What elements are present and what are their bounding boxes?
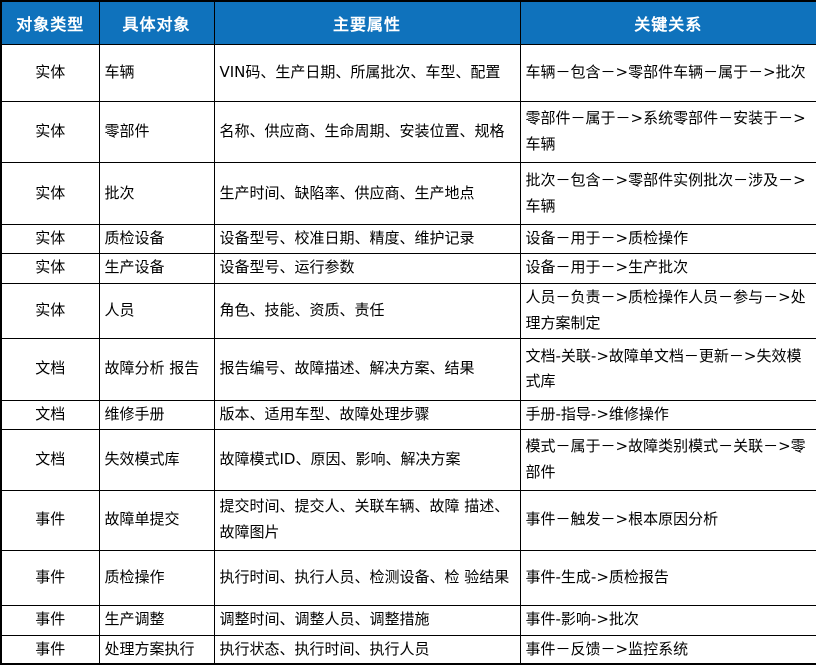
cell-key-relations: 事件－触发－>根本原因分析 bbox=[519, 489, 816, 551]
cell-key-relations: 文档-关联->故障单文档－更新－>失效模式库 bbox=[519, 337, 816, 401]
cell-specific-object: 生产设备 bbox=[98, 252, 215, 284]
cell-specific-object: 批次 bbox=[98, 162, 215, 225]
cell-key-relations: 设备－用于－>生产批次 bbox=[519, 252, 816, 284]
cell-main-attributes: 故障模式ID、原因、影响、解决方案 bbox=[213, 428, 521, 491]
header-specific-object: 具体对象 bbox=[98, 0, 215, 45]
cell-key-relations: 设备－用于－>质检操作 bbox=[519, 224, 816, 254]
cell-key-relations: 人员－负责－>质检操作人员－参与－>处理方案制定 bbox=[519, 282, 816, 339]
cell-main-attributes: 提交时间、提交人、关联车辆、故障 描述、故障图片 bbox=[213, 489, 521, 551]
table-row: 实体 车辆 VIN码、生产日期、所属批次、车型、配置 车辆－包含－>零部件车辆－属于－… bbox=[0, 44, 816, 102]
table-row: 实体 生产设备 设备型号、运行参数 设备－用于－>生产批次 bbox=[0, 252, 816, 284]
cell-specific-object: 质检设备 bbox=[98, 224, 215, 254]
cell-object-type: 实体 bbox=[0, 44, 100, 102]
cell-specific-object: 失效模式库 bbox=[98, 428, 215, 491]
cell-object-type: 文档 bbox=[0, 337, 100, 401]
cell-specific-object: 故障单提交 bbox=[98, 489, 215, 551]
cell-main-attributes: 设备型号、校准日期、精度、维护记录 bbox=[213, 224, 521, 254]
cell-main-attributes: 版本、适用车型、故障处理步骤 bbox=[213, 399, 521, 430]
cell-object-type: 文档 bbox=[0, 399, 100, 430]
cell-main-attributes: 设备型号、运行参数 bbox=[213, 252, 521, 284]
table-row: 文档 故障分析 报告 报告编号、故障描述、解决方案、结果 文档-关联->故障单文档－更… bbox=[0, 337, 816, 401]
cell-main-attributes: 生产时间、缺陷率、供应商、生产地点 bbox=[213, 162, 521, 225]
cell-main-attributes: 报告编号、故障描述、解决方案、结果 bbox=[213, 337, 521, 401]
table-row: 文档 维修手册 版本、适用车型、故障处理步骤 手册-指导->维修操作 bbox=[0, 399, 816, 430]
cell-specific-object: 零部件 bbox=[98, 101, 215, 163]
table-row: 实体 批次 生产时间、缺陷率、供应商、生产地点 批次－包含－>零部件实例批次－涉及－>… bbox=[0, 162, 816, 225]
table-row: 实体 人员 角色、技能、资质、责任 人员－负责－>质检操作人员－参与－>处理方案制定 bbox=[0, 282, 816, 339]
table-row: 文档 失效模式库 故障模式ID、原因、影响、解决方案 模式－属于－>故障类别模式－关联… bbox=[0, 428, 816, 491]
cell-key-relations: 事件-影响->批次 bbox=[519, 604, 816, 636]
header-row: 对象类型 具体对象 主要属性 关键关系 bbox=[0, 0, 816, 45]
cell-specific-object: 故障分析 报告 bbox=[98, 337, 215, 401]
cell-object-type: 事件 bbox=[0, 549, 100, 606]
cell-object-type: 实体 bbox=[0, 162, 100, 225]
table-row: 事件 质检操作 执行时间、执行人员、检测设备、检 验结果 事件-生成->质检报告 bbox=[0, 549, 816, 606]
cell-object-type: 实体 bbox=[0, 101, 100, 163]
cell-specific-object: 车辆 bbox=[98, 44, 215, 102]
cell-object-type: 实体 bbox=[0, 252, 100, 284]
table-body: 实体 车辆 VIN码、生产日期、所属批次、车型、配置 车辆－包含－>零部件车辆－属于－… bbox=[0, 44, 816, 665]
cell-object-type: 实体 bbox=[0, 224, 100, 254]
cell-main-attributes: 执行时间、执行人员、检测设备、检 验结果 bbox=[213, 549, 521, 606]
cell-key-relations: 事件-生成->质检报告 bbox=[519, 549, 816, 606]
table-row: 事件 生产调整 调整时间、调整人员、调整措施 事件-影响->批次 bbox=[0, 604, 816, 636]
cell-object-type: 事件 bbox=[0, 489, 100, 551]
header-key-relations: 关键关系 bbox=[519, 0, 816, 45]
cell-object-type: 事件 bbox=[0, 604, 100, 636]
cell-object-type: 实体 bbox=[0, 282, 100, 339]
cell-main-attributes: VIN码、生产日期、所属批次、车型、配置 bbox=[213, 44, 521, 102]
cell-key-relations: 手册-指导->维修操作 bbox=[519, 399, 816, 430]
cell-main-attributes: 调整时间、调整人员、调整措施 bbox=[213, 604, 521, 636]
table-row: 实体 质检设备 设备型号、校准日期、精度、维护记录 设备－用于－>质检操作 bbox=[0, 224, 816, 254]
cell-main-attributes: 角色、技能、资质、责任 bbox=[213, 282, 521, 339]
table-row: 事件 故障单提交 提交时间、提交人、关联车辆、故障 描述、故障图片 事件－触发－>根本… bbox=[0, 489, 816, 551]
cell-specific-object: 质检操作 bbox=[98, 549, 215, 606]
cell-key-relations: 模式－属于－>故障类别模式－关联－>零部件 bbox=[519, 428, 816, 491]
cell-specific-object: 人员 bbox=[98, 282, 215, 339]
cell-specific-object: 生产调整 bbox=[98, 604, 215, 636]
cell-specific-object: 维修手册 bbox=[98, 399, 215, 430]
table-row: 实体 零部件 名称、供应商、生命周期、安装位置、规格 零部件－属于－>系统零部件－安装… bbox=[0, 101, 816, 163]
cell-key-relations: 车辆－包含－>零部件车辆－属于－>批次 bbox=[519, 44, 816, 102]
cell-key-relations: 批次－包含－>零部件实例批次－涉及－>车辆 bbox=[519, 162, 816, 225]
header-object-type: 对象类型 bbox=[0, 0, 100, 45]
header-main-attributes: 主要属性 bbox=[213, 0, 521, 45]
cell-key-relations: 零部件－属于－>系统零部件－安装于－>车辆 bbox=[519, 101, 816, 163]
cell-main-attributes: 名称、供应商、生命周期、安装位置、规格 bbox=[213, 101, 521, 163]
cell-object-type: 文档 bbox=[0, 428, 100, 491]
